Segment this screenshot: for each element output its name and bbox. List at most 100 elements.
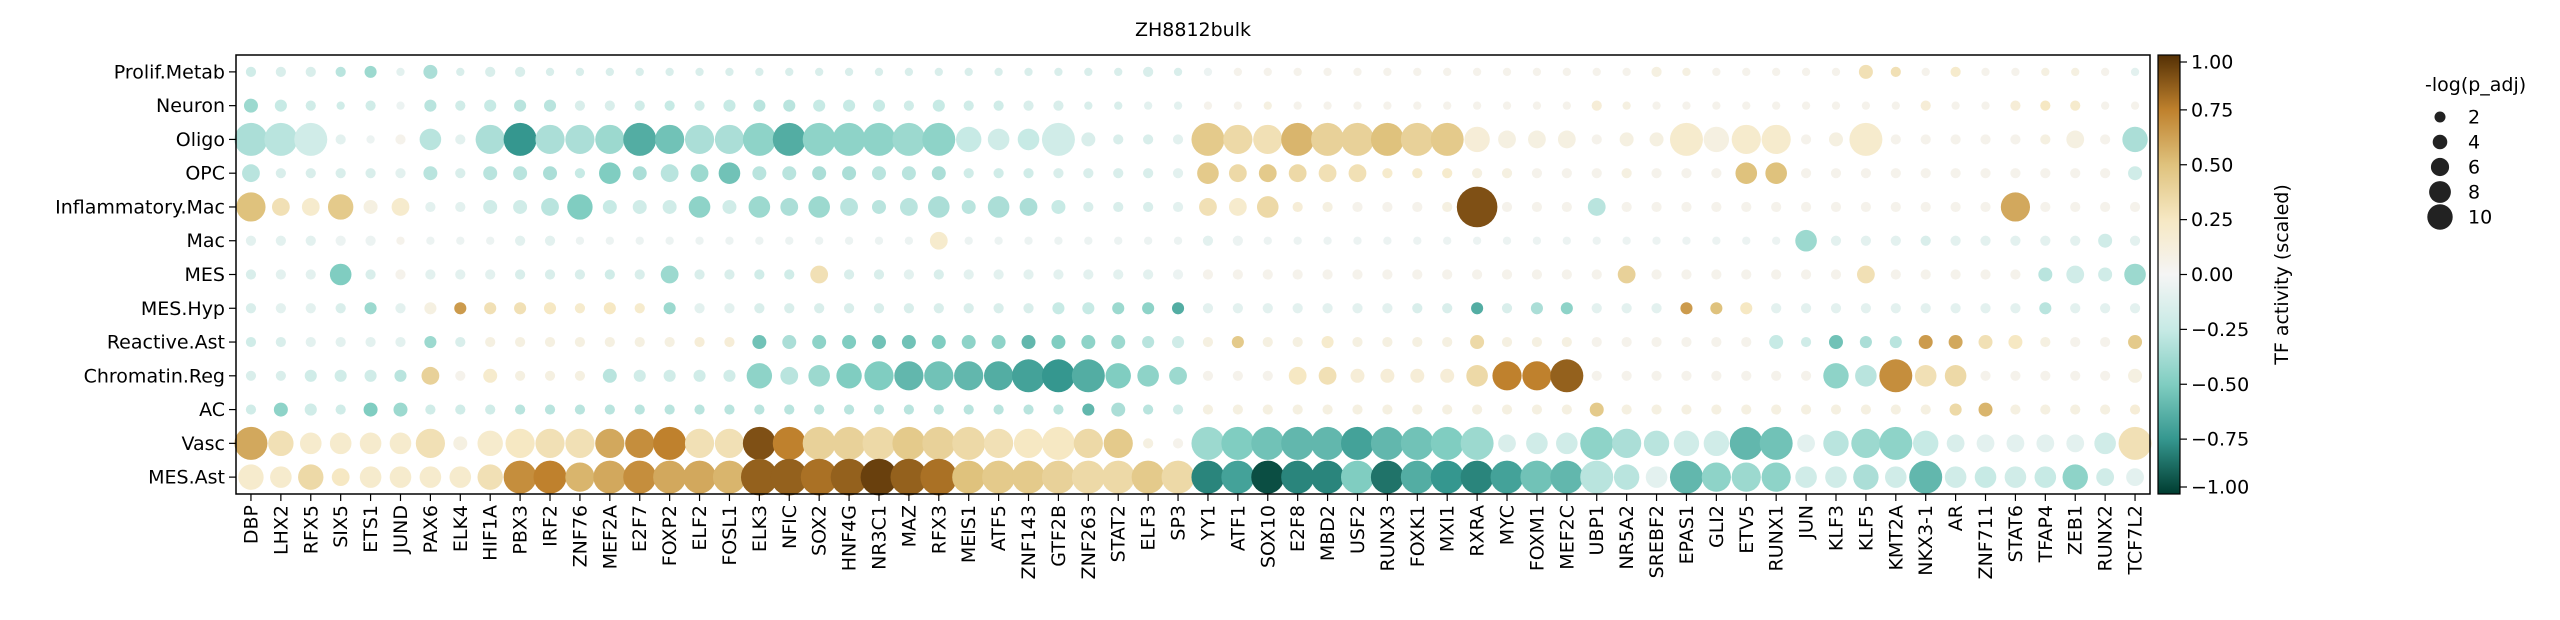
dot-Reactive.Ast-YY1 bbox=[1202, 336, 1214, 348]
dot-Prolif.Metab-ELF2 bbox=[695, 67, 704, 77]
dot-AC-ZNF711 bbox=[1978, 402, 1993, 417]
dot-Oligo-MYC bbox=[1498, 130, 1516, 149]
dot-Mac-HIF1A bbox=[486, 236, 495, 245]
x-tick-label: SP3 bbox=[1168, 505, 1190, 541]
dot-MES.Hyp-MXI1 bbox=[1442, 303, 1453, 314]
dot-Chromatin.Reg-FOXM1 bbox=[1522, 361, 1552, 391]
dot-OPC-MEIS1 bbox=[963, 168, 974, 179]
dot-Prolif.Metab-NR5A2 bbox=[1622, 67, 1631, 77]
dot-Prolif.Metab-SOX10 bbox=[1263, 67, 1272, 77]
dot-Inflammatory.Mac-RUNX2 bbox=[2100, 201, 2111, 213]
dot-Reactive.Ast-TCF7L2 bbox=[2128, 335, 2143, 350]
dot-Oligo-EPAS1 bbox=[1669, 122, 1703, 156]
dot-AC-MEF2C bbox=[1561, 404, 1572, 415]
x-tick-label: KMT2A bbox=[1885, 505, 1907, 571]
dot-OPC-ZNF711 bbox=[1980, 168, 1991, 179]
dot-OPC-DBP bbox=[242, 164, 260, 183]
dot-Neuron-MXI1 bbox=[1443, 101, 1452, 110]
dot-MES-TFAP4 bbox=[2038, 267, 2053, 282]
x-tick-label: NR3C1 bbox=[868, 505, 890, 570]
dot-MES-SREBF2 bbox=[1651, 269, 1662, 280]
dot-Chromatin.Reg-NR3C1 bbox=[864, 361, 894, 391]
dot-MES.Ast-DBP bbox=[238, 464, 264, 490]
dot-Reactive.Ast-GLI2 bbox=[1711, 336, 1722, 348]
dot-Reactive.Ast-MAZ bbox=[901, 335, 916, 350]
x-axis: DBP LHX2 RFX5 SIX5 ETS1 JUND PAX6 ELK4 HIF1A PBX3… bbox=[240, 494, 2147, 579]
dot-Oligo-GLI2 bbox=[1703, 126, 1730, 153]
dot-Vasc-JUN bbox=[1797, 434, 1815, 453]
dot-MES.Hyp-MEF2C bbox=[1560, 302, 1573, 315]
dot-Mac-KLF3 bbox=[1830, 235, 1842, 246]
dot-Vasc-NR5A2 bbox=[1612, 428, 1642, 458]
dot-Mac-MEIS1 bbox=[964, 236, 973, 245]
dot-MES.Hyp-RFX3 bbox=[933, 303, 944, 314]
x-tick-label: E2F8 bbox=[1287, 505, 1309, 552]
dot-Mac-E2F8 bbox=[1293, 236, 1302, 245]
dot-Prolif.Metab-RFX3 bbox=[934, 67, 943, 77]
dot-Reactive.Ast-RXRA bbox=[1470, 335, 1485, 350]
dot-Vasc-ATF1 bbox=[1221, 426, 1255, 460]
dot-Oligo-ETS1 bbox=[366, 135, 375, 144]
dot-Prolif.Metab-ETV5 bbox=[1742, 67, 1751, 77]
dot-Oligo-JUND bbox=[395, 134, 406, 145]
dot-Mac-AR bbox=[1950, 235, 1961, 246]
dot-Chromatin.Reg-ETV5 bbox=[1741, 370, 1752, 381]
dot-MES-IRF2 bbox=[544, 269, 556, 280]
colorbar-tick-label: 1.00 bbox=[2191, 52, 2233, 74]
dot-MES.Ast-SREBF2 bbox=[1645, 466, 1668, 488]
dot-Neuron-NR3C1 bbox=[872, 99, 886, 112]
dot-MES.Hyp-ZNF711 bbox=[1980, 303, 1991, 314]
dot-MES-E2F8 bbox=[1292, 269, 1303, 280]
dot-Reactive.Ast-MXI1 bbox=[1442, 336, 1453, 348]
x-tick-label: RUNX3 bbox=[1377, 505, 1399, 571]
dot-AC-MEF2A bbox=[604, 404, 615, 415]
dot-MES.Ast-TCF7L2 bbox=[2126, 468, 2144, 487]
dot-MES.Ast-IRF2 bbox=[533, 460, 567, 494]
dot-Inflammatory.Mac-STAT6 bbox=[2000, 192, 2031, 222]
dot-Mac-E2F7 bbox=[635, 236, 644, 245]
dot-MES.Ast-STAT2 bbox=[1101, 460, 1135, 494]
dot-Mac-RXRA bbox=[1472, 236, 1482, 245]
x-tick-label: MBD2 bbox=[1317, 505, 1339, 561]
dot-OPC-RUNX2 bbox=[2100, 168, 2111, 179]
x-tick-label: ELK4 bbox=[450, 505, 472, 552]
dot-MES.Ast-RFX3 bbox=[920, 458, 958, 496]
dot-Neuron-JUND bbox=[396, 101, 405, 110]
dot-AC-ETS1 bbox=[363, 402, 378, 417]
dot-Inflammatory.Mac-RFX5 bbox=[301, 198, 320, 216]
dot-Reactive.Ast-KMT2A bbox=[1889, 335, 1902, 349]
dot-AC-RUNX1 bbox=[1771, 404, 1782, 415]
dot-Chromatin.Reg-RFX3 bbox=[924, 361, 954, 391]
dot-MES.Hyp-FOSL1 bbox=[724, 303, 735, 314]
dot-Oligo-ZNF711 bbox=[1980, 134, 1991, 145]
dot-AC-UBP1 bbox=[1589, 402, 1604, 417]
dot-Neuron-HIF1A bbox=[484, 99, 497, 112]
dot-AC-SOX2 bbox=[814, 404, 825, 415]
dot-Reactive.Ast-PBX3 bbox=[515, 336, 526, 348]
dot-Vasc-SOX10 bbox=[1251, 426, 1285, 460]
size-legend-dot bbox=[2432, 134, 2448, 150]
dot-Chromatin.Reg-ELF2 bbox=[693, 369, 706, 382]
dot-Neuron-DBP bbox=[243, 98, 258, 113]
dot-MES-ZEB1 bbox=[2066, 265, 2085, 284]
dot-MES-JUN bbox=[1800, 269, 1812, 280]
dot-Vasc-KLF5 bbox=[1851, 428, 1881, 458]
dot-AC-LHX2 bbox=[273, 402, 288, 417]
dot-Mac-SP3 bbox=[1173, 236, 1183, 245]
dot-Mac-RFX3 bbox=[929, 231, 948, 250]
x-tick-label: ZNF263 bbox=[1078, 505, 1100, 579]
x-tick-label: STAT6 bbox=[2005, 505, 2027, 562]
dot-MES-ZNF76 bbox=[574, 269, 586, 280]
dot-Chromatin.Reg-SREBF2 bbox=[1651, 370, 1662, 381]
y-tick-label: MES bbox=[185, 264, 225, 286]
dot-MES.Hyp-MYC bbox=[1501, 303, 1513, 314]
dot-Inflammatory.Mac-TCF7L2 bbox=[2129, 201, 2141, 213]
dot-Inflammatory.Mac-MEIS1 bbox=[961, 199, 976, 214]
dot-Mac-NFIC bbox=[785, 236, 794, 245]
dot-Inflammatory.Mac-MEF2C bbox=[1561, 201, 1572, 213]
dot-Reactive.Ast-ATF1 bbox=[1231, 335, 1244, 349]
dot-Mac-MBD2 bbox=[1323, 236, 1332, 245]
dot-MES.Ast-ATF5 bbox=[982, 460, 1016, 494]
dot-Mac-ZNF76 bbox=[575, 236, 585, 245]
dot-Vasc-FOSL1 bbox=[714, 428, 745, 458]
